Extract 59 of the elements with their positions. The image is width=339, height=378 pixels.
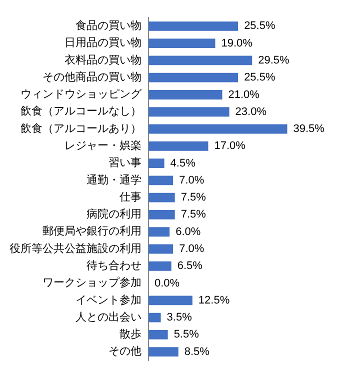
bar xyxy=(148,210,175,220)
data-label: 0.0% xyxy=(154,277,180,290)
data-label: 21.0% xyxy=(228,88,260,101)
y-tick-label: 役所等公共公益施設の利用 xyxy=(10,242,142,255)
data-label: 19.0% xyxy=(221,37,253,50)
bar xyxy=(148,347,178,357)
data-label: 6.5% xyxy=(177,260,203,272)
data-label: 25.5% xyxy=(244,72,276,84)
data-label: 7.0% xyxy=(179,174,204,186)
bar xyxy=(148,312,161,322)
bar xyxy=(148,330,168,340)
data-label: 25.5% xyxy=(244,20,276,32)
y-tick-label: 衣料品の買い物 xyxy=(64,53,142,66)
bar xyxy=(148,244,174,254)
bar xyxy=(148,176,174,186)
data-label: 6.0% xyxy=(176,226,201,238)
bar xyxy=(148,56,252,66)
data-label: 23.0% xyxy=(235,106,267,118)
y-tick-label: ウィンドウショッピング xyxy=(20,88,142,101)
y-tick-label: その他商品の買い物 xyxy=(42,70,142,84)
bar xyxy=(148,72,238,82)
bar xyxy=(148,90,222,100)
y-tick-label: 通勤・通学 xyxy=(86,173,142,186)
data-label: 12.5% xyxy=(198,294,230,306)
bar xyxy=(148,124,288,134)
data-label: 3.5% xyxy=(166,312,192,324)
data-label: 5.5% xyxy=(174,328,200,341)
data-label: 4.5% xyxy=(170,157,196,170)
data-label: 7.5% xyxy=(180,208,206,221)
y-tick-label: 待ち合わせ xyxy=(86,258,142,272)
data-label: 39.5% xyxy=(293,123,325,136)
y-tick-label: レジャー・娯楽 xyxy=(64,139,142,152)
y-tick-label: 飲食（アルコールあり） xyxy=(20,122,142,135)
bar xyxy=(148,158,164,168)
data-label: 8.5% xyxy=(184,346,210,358)
y-tick-label: 病院の利用 xyxy=(86,208,142,221)
bar xyxy=(148,227,170,237)
y-tick-label: 郵便局や銀行の利用 xyxy=(42,224,142,238)
y-tick-label: 人との出会い xyxy=(76,310,142,324)
y-tick-label: 習い事 xyxy=(108,156,142,170)
y-tick-label: 食品の買い物 xyxy=(76,19,142,32)
y-tick-label: 飲食（アルコールなし） xyxy=(20,104,142,118)
bar xyxy=(148,38,216,48)
y-tick-label: ワークショップ参加 xyxy=(42,276,142,290)
data-label: 17.0% xyxy=(214,140,246,152)
y-tick-label: 散歩 xyxy=(120,328,142,341)
bar xyxy=(148,261,172,271)
data-label: 29.5% xyxy=(258,54,290,66)
data-label: 7.0% xyxy=(179,243,204,256)
bar xyxy=(148,192,175,202)
data-label: 7.5% xyxy=(180,192,206,204)
y-tick-label: 仕事 xyxy=(120,190,142,204)
bar xyxy=(148,296,192,306)
bar xyxy=(148,107,230,117)
bar xyxy=(148,141,208,151)
y-tick-label: イベント参加 xyxy=(76,293,142,306)
bar xyxy=(148,21,238,31)
y-tick-label: 日用品の買い物 xyxy=(64,36,142,50)
y-tick-label: その他 xyxy=(108,344,142,358)
